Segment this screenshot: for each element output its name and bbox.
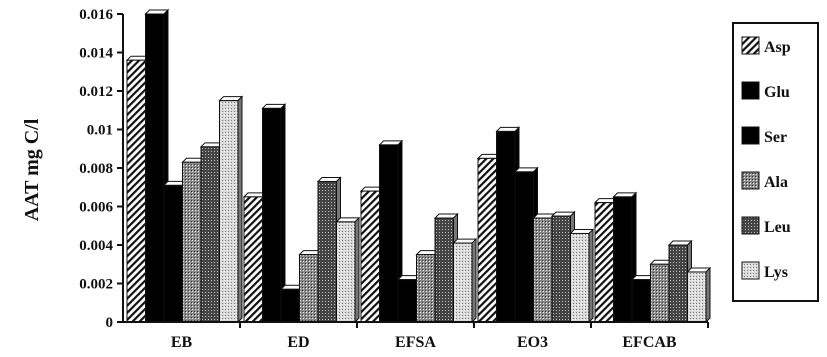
plot-area [125,8,712,324]
bar-front-face [200,146,220,323]
bar-front-face [145,13,165,323]
x-category-label: EFSA [395,334,436,351]
legend-label: Leu [764,219,791,236]
bar-front-face [317,180,337,323]
bar-front-face [126,59,146,323]
bar-front-face [594,202,614,323]
legend-label: Ala [764,174,788,191]
y-tick-label: 0.01 [87,123,113,139]
bar-side-face [354,216,360,324]
legend-swatch [741,261,760,280]
bar-front-face [360,190,380,323]
legend-label: Ser [764,129,787,146]
y-tick-label: 0.016 [79,7,113,23]
bar-front-face [613,196,633,323]
bar-front-face [551,215,571,323]
y-tick-label: 0.004 [79,238,113,254]
bar-front-face [514,171,534,323]
bar-front-face [219,100,239,323]
bar-front-face [570,232,590,323]
x-axis-categories: EB ED EFSA EO3 EFCAB [171,322,709,351]
bar-front-face [379,144,399,323]
legend-swatch [741,36,760,55]
bar-front-face [280,288,300,323]
legend-item-glu: Glu [741,81,790,101]
bar-front-face [631,279,651,323]
bar-front-face [397,279,417,323]
bar-front-face [182,161,202,323]
legend-label: Asp [764,39,791,56]
bar-front-face [650,263,670,323]
bar-front-face [533,217,553,323]
y-tick-label: 0.012 [79,84,113,100]
legend-swatch [741,171,760,190]
bar-lys-eo3 [569,228,595,324]
y-tick-label: 0.008 [79,161,113,177]
x-category-label: ED [287,334,309,351]
legend-item-leu: Leu [741,216,791,236]
x-category-label: EB [171,334,193,351]
x-category-label: EFCAB [622,334,677,351]
bar-front-face [477,157,497,323]
bar-lys-eb [218,95,244,324]
bar-glu-ed [261,103,287,324]
y-tick-label: 0 [106,315,114,331]
legend-label: Lys [764,264,788,281]
bar-lys-ed [335,216,361,324]
legend-item-ser: Ser [741,126,787,146]
bar-lys-efcab [686,266,712,324]
bar-front-face [416,254,436,323]
bar-side-face [588,228,594,324]
bar-front-face [243,196,263,323]
bar-side-face [237,95,243,324]
legend-item-lys: Lys [741,261,788,281]
bar-front-face [668,244,688,323]
bar-front-face [299,254,319,323]
y-tick-label: 0.002 [79,277,113,293]
bar-lys-efsa [452,237,478,324]
bar-front-face [687,271,707,323]
legend-swatch [741,216,760,235]
y-axis-title: AAT mg C/l [21,118,43,221]
bar-side-face [705,266,711,324]
legend-swatch [741,81,760,100]
bar-side-face [471,237,477,324]
bar-front-face [163,184,183,323]
bar-front-face [496,130,516,323]
bar-front-face [453,242,473,323]
y-tick-label: 0.006 [79,200,113,216]
y-axis-ticks: 0 0.002 0.004 0.006 0.008 0.01 0.012 0.014 0.016 [79,7,123,331]
x-category-label: EO3 [517,334,548,351]
legend-label: Glu [764,84,790,101]
bar-front-face [336,221,356,323]
legend: Asp Glu Ser Ala Leu Lys [732,22,819,302]
y-tick-label: 0.014 [79,46,113,62]
legend-swatch [741,126,760,145]
legend-box [732,22,819,302]
bar-front-face [434,217,454,323]
legend-item-asp: Asp [741,36,791,56]
legend-item-ala: Ala [741,171,788,191]
bar-front-face [262,107,282,323]
